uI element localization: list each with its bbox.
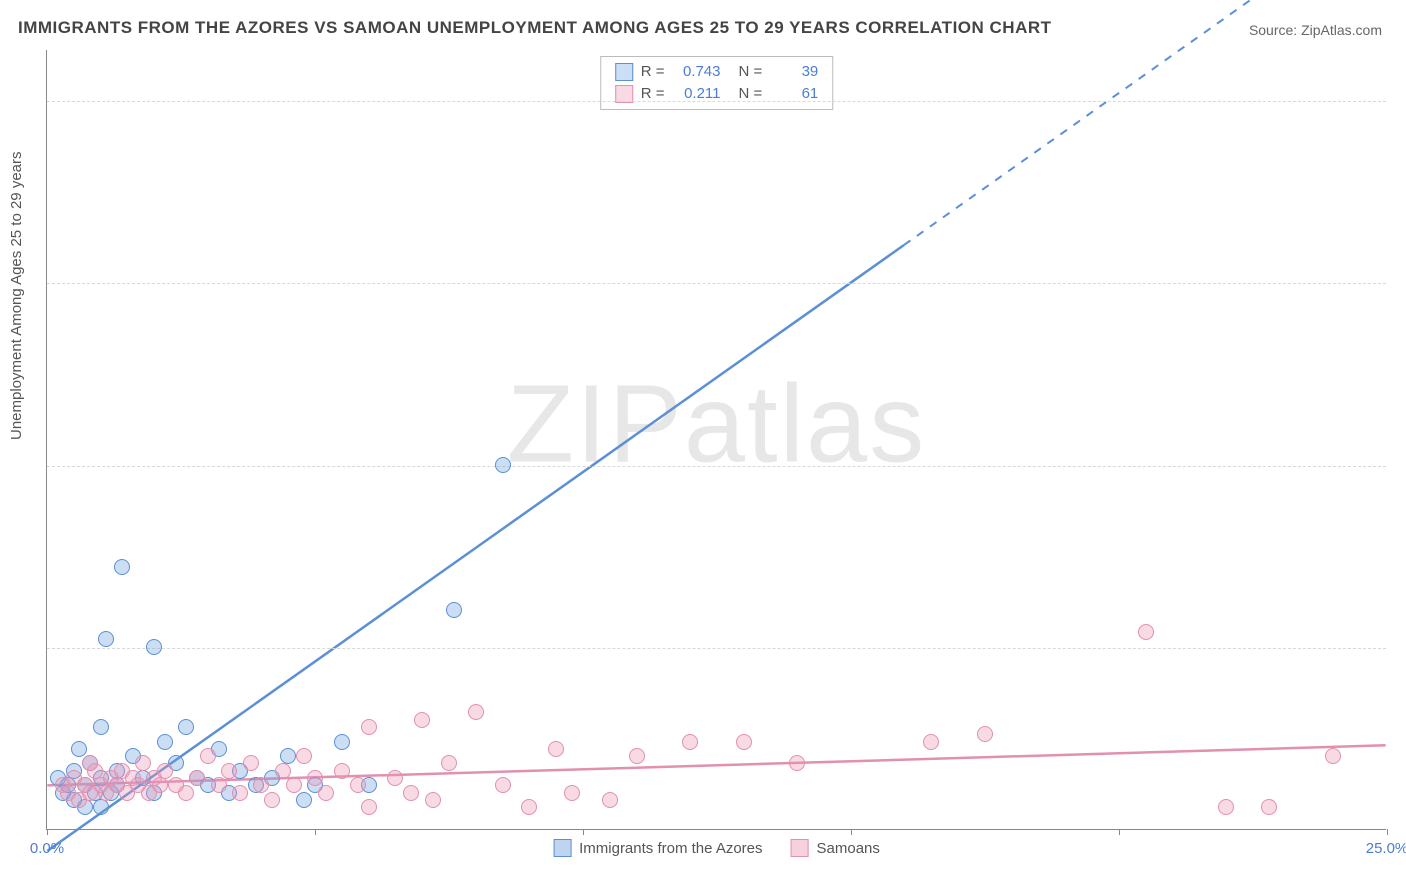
data-point (789, 755, 805, 771)
data-point (361, 719, 377, 735)
data-point (441, 755, 457, 771)
legend-stat-row: R =0.743N =39 (615, 61, 819, 83)
x-tick (1387, 829, 1388, 835)
legend-item: Samoans (791, 839, 880, 857)
data-point (736, 734, 752, 750)
data-point (98, 631, 114, 647)
chart-source: Source: ZipAtlas.com (1249, 22, 1382, 38)
data-point (977, 726, 993, 742)
data-point (211, 777, 227, 793)
data-point (334, 763, 350, 779)
legend-item: Immigrants from the Azores (553, 839, 762, 857)
data-point (334, 734, 350, 750)
data-point (307, 770, 323, 786)
legend-series: Immigrants from the Azores Samoans (553, 839, 880, 857)
data-point (495, 777, 511, 793)
data-point (178, 785, 194, 801)
data-point (629, 748, 645, 764)
data-point (602, 792, 618, 808)
data-point (135, 755, 151, 771)
data-point (403, 785, 419, 801)
data-point (71, 741, 87, 757)
data-point (564, 785, 580, 801)
data-point (189, 770, 205, 786)
data-point (157, 734, 173, 750)
data-point (446, 602, 462, 618)
x-tick (851, 829, 852, 835)
data-point (286, 777, 302, 793)
chart-title: IMMIGRANTS FROM THE AZORES VS SAMOAN UNE… (18, 18, 1052, 38)
y-tick-label: 25.0% (1396, 639, 1406, 656)
data-point (157, 763, 173, 779)
data-point (387, 770, 403, 786)
y-axis-label: Unemployment Among Ages 25 to 29 years (8, 151, 25, 440)
data-point (414, 712, 430, 728)
data-point (296, 792, 312, 808)
gridline-y (47, 283, 1386, 284)
data-point (425, 792, 441, 808)
x-tick-label: 25.0% (1366, 840, 1406, 857)
gridline-y (47, 466, 1386, 467)
data-point (495, 457, 511, 473)
y-tick-label: 100.0% (1396, 93, 1406, 110)
data-point (1325, 748, 1341, 764)
data-point (1138, 624, 1154, 640)
data-point (361, 799, 377, 815)
gridline-y (47, 101, 1386, 102)
data-point (264, 792, 280, 808)
data-point (200, 748, 216, 764)
x-tick (583, 829, 584, 835)
data-point (1261, 799, 1277, 815)
x-tick-label: 0.0% (30, 840, 64, 857)
data-point (318, 785, 334, 801)
x-tick (47, 829, 48, 835)
data-point (350, 777, 366, 793)
data-point (548, 741, 564, 757)
data-point (468, 704, 484, 720)
trend-lines (47, 50, 1386, 829)
data-point (152, 777, 168, 793)
x-tick (315, 829, 316, 835)
data-point (146, 639, 162, 655)
watermark: ZIPatlas (507, 360, 926, 487)
data-point (93, 719, 109, 735)
data-point (93, 799, 109, 815)
data-point (243, 755, 259, 771)
data-point (253, 777, 269, 793)
data-point (82, 755, 98, 771)
data-point (682, 734, 698, 750)
y-tick-label: 75.0% (1396, 275, 1406, 292)
plot-area: ZIPatlas R =0.743N =39R =0.211N =61 Immi… (46, 50, 1386, 830)
data-point (923, 734, 939, 750)
data-point (1218, 799, 1234, 815)
gridline-y (47, 648, 1386, 649)
data-point (221, 763, 237, 779)
data-point (275, 763, 291, 779)
data-point (178, 719, 194, 735)
data-point (232, 785, 248, 801)
data-point (521, 799, 537, 815)
data-point (114, 559, 130, 575)
x-tick (1119, 829, 1120, 835)
data-point (296, 748, 312, 764)
y-tick-label: 50.0% (1396, 457, 1406, 474)
